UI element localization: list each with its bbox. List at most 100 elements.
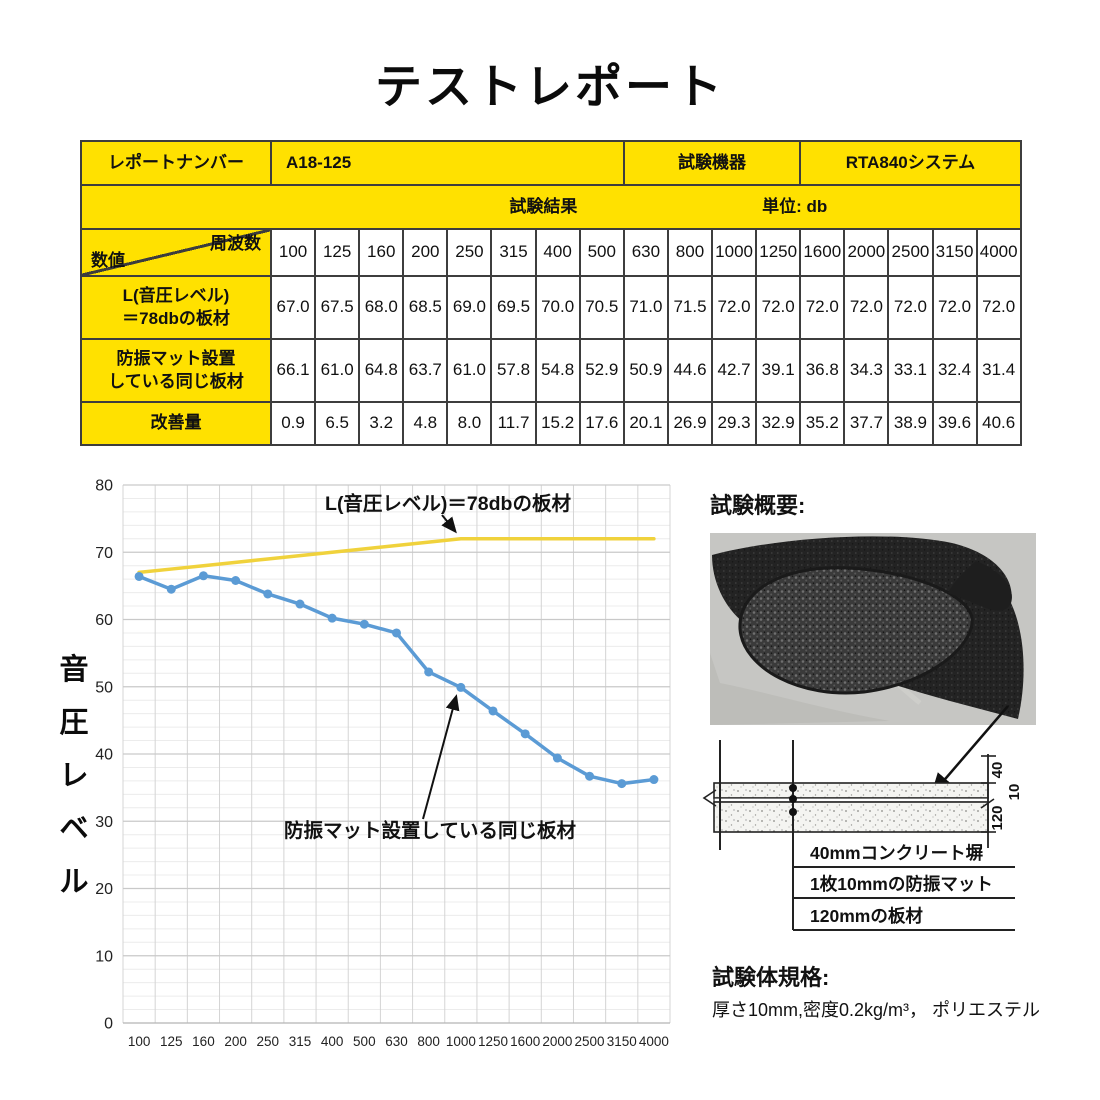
layer-board-120mm [713,801,989,833]
layer-concrete-40mm [713,782,989,799]
value-cell: 72.0 [711,275,758,340]
frequency-cell: 160 [358,228,405,277]
value-cell: 61.0 [314,338,361,403]
dim-label-40: 40 [989,762,1006,779]
table-row-bare-board: L(音圧レベル) ＝78dbの板材 67.0 67.5 68.0 68.5 69.0 69… [80,275,1022,340]
chart-gridlines [122,484,671,1024]
report-number-value: A18-125 [270,140,625,186]
frequency-cell: 800 [666,228,714,277]
line-chart: 0 10 20 30 40 50 60 70 80 100 125 160 200 250 315 400 50… [40,470,700,1082]
value-cell: 31.4 [975,338,1022,403]
equipment-value: RTA840システム [799,140,1022,186]
value-cell: 34.3 [843,338,890,403]
value-cell: 72.0 [931,275,978,340]
frequency-cell: 250 [446,228,493,277]
frequency-cell: 630 [622,228,669,277]
diagonal-corner-cell: 周波数 数値 [80,228,272,277]
svg-text:160: 160 [192,1034,215,1049]
left-break-mark [702,789,717,807]
svg-text:0: 0 [104,1016,113,1033]
svg-text:1600: 1600 [510,1034,540,1049]
value-cell: 63.7 [402,338,449,403]
value-cell: 57.8 [490,338,537,403]
value-cell: 54.8 [534,338,581,403]
photo-floor [710,653,890,725]
frequency-cell: 200 [402,228,449,277]
frequency-cell: 500 [578,228,625,277]
mat-face [738,566,974,695]
value-cell: 44.6 [666,338,714,403]
corner-value-label: 数値 [91,250,125,270]
svg-text:250: 250 [257,1034,280,1049]
svg-text:400: 400 [321,1034,344,1049]
value-cell: 4.8 [402,401,449,446]
chart-annotations: L(音圧レベル)＝78dbの板材 防振マット設置している同じ板材 [284,492,576,842]
frequency-cell: 4000 [975,228,1022,277]
value-cell: 70.0 [534,275,581,340]
value-cell: 38.9 [887,401,934,446]
value-cell: 67.0 [269,275,317,340]
y-axis-title: 音圧レベル [59,654,89,898]
value-cell: 72.0 [755,275,802,340]
frequency-cell: 100 [269,228,317,277]
svg-text:2500: 2500 [575,1034,605,1049]
svg-text:315: 315 [289,1034,312,1049]
value-cell: 72.0 [975,275,1022,340]
results-band: 試験結果 単位: db [80,184,1022,230]
connector-dot [789,784,797,792]
value-cell: 6.5 [314,401,361,446]
frequency-cell: 1000 [711,228,758,277]
value-cell: 50.9 [622,338,669,403]
frequency-cell: 1600 [799,228,846,277]
svg-text:4000: 4000 [639,1034,669,1049]
spec-text: 厚さ10mm,密度0.2kg/m³， ポリエステル [712,1000,1041,1020]
value-cell: 39.6 [931,401,978,446]
test-result-table: レポートナンバー A18-125 試験機器 RTA840システム 試験結果 単位… [80,140,1022,446]
svg-text:60: 60 [95,612,113,629]
value-cell: 26.9 [666,401,714,446]
svg-text:10: 10 [95,948,113,965]
value-cell: 36.8 [799,338,846,403]
value-cell: 40.6 [975,401,1022,446]
svg-text:20: 20 [95,881,113,898]
frequency-cell: 2500 [887,228,934,277]
frequency-cell: 400 [534,228,581,277]
svg-text:100: 100 [128,1034,151,1049]
value-cell: 32.9 [755,401,802,446]
annotation-arrow-yellow [441,514,457,534]
value-cell: 72.0 [887,275,934,340]
frequency-cell: 2000 [843,228,890,277]
layer-label-board: 120mmの板材 [810,906,923,926]
photo-to-mat-arrow [930,705,1009,796]
annotation-blue-series: 防振マット設置している同じ板材 [284,819,576,842]
layer-label-mat: 1枚10mmの防振マット [810,874,993,894]
page-title: テストレポート [375,60,725,113]
value-cell: 11.7 [490,401,537,446]
value-cell: 69.5 [490,275,537,340]
mat-photo [710,533,1036,725]
frequency-cell: 125 [314,228,361,277]
table-row-with-mat: 防振マット設置 している同じ板材 66.1 61.0 64.8 63.7 61.0 57.… [80,338,1022,403]
chart-series [134,537,659,789]
annotation-yellow-series: L(音圧レベル)＝78dbの板材 [325,492,571,515]
table-row: 試験結果 単位: db [80,184,1022,230]
value-cell: 61.0 [446,338,493,403]
value-cell: 20.1 [622,401,669,446]
corner-frequency-label: 周波数 [210,234,261,253]
frequency-header-row: 周波数 数値 100 125 160 200 250 315 400 500 630 800 100… [80,228,1022,277]
value-cell: 72.0 [799,275,846,340]
svg-text:1250: 1250 [478,1034,508,1049]
value-cell: 67.5 [314,275,361,340]
value-cell: 71.0 [622,275,669,340]
value-cell: 72.0 [843,275,890,340]
value-cell: 69.0 [446,275,493,340]
chart-tick-labels: 0 10 20 30 40 50 60 70 80 100 125 160 200 250 315 400 50… [95,478,669,1050]
spec-heading: 試験体規格: [712,965,830,990]
value-cell: 68.5 [402,275,449,340]
dimension-break [980,798,995,809]
value-cell: 35.2 [799,401,846,446]
dim-label-120: 120 [989,805,1006,830]
svg-text:80: 80 [95,478,113,495]
value-cell: 32.4 [931,338,978,403]
value-cell: 8.0 [446,401,493,446]
